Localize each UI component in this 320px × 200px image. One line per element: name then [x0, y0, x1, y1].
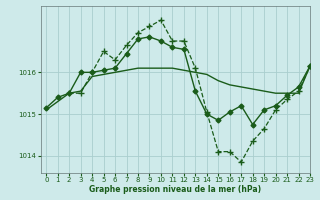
X-axis label: Graphe pression niveau de la mer (hPa): Graphe pression niveau de la mer (hPa): [89, 185, 261, 194]
